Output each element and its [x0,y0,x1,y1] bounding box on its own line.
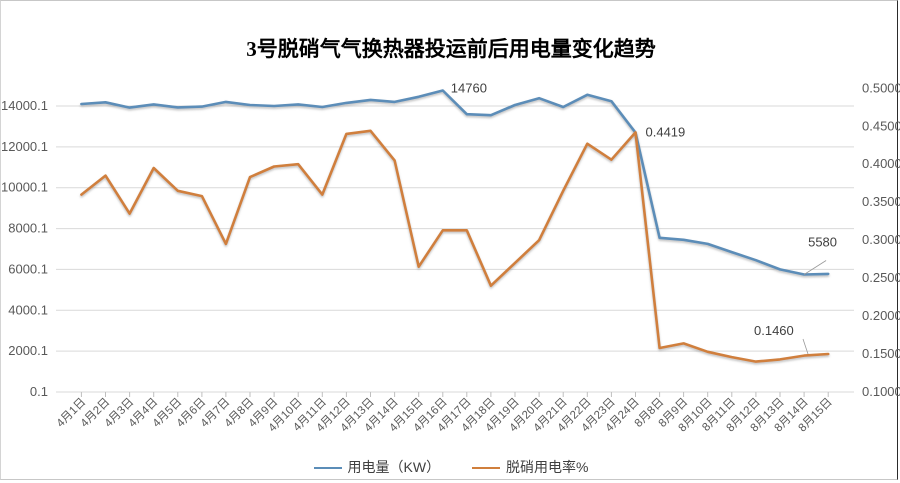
svg-text:14760: 14760 [451,81,487,96]
svg-text:0.1460: 0.1460 [754,323,794,338]
svg-text:2000.1: 2000.1 [8,343,48,358]
svg-text:0.3000: 0.3000 [862,232,900,247]
svg-text:10000.1: 10000.1 [1,180,48,195]
svg-text:0.1500: 0.1500 [862,346,900,361]
svg-text:8000.1: 8000.1 [8,221,48,236]
svg-text:0.2500: 0.2500 [862,270,900,285]
svg-text:0.3500: 0.3500 [862,194,900,209]
svg-text:0.2000: 0.2000 [862,308,900,323]
svg-text:12000.1: 12000.1 [1,139,48,154]
svg-text:0.1: 0.1 [30,384,48,399]
svg-text:0.5000: 0.5000 [862,80,900,95]
svg-text:6000.1: 6000.1 [8,261,48,276]
svg-text:0.4419: 0.4419 [646,124,686,139]
svg-text:0.4500: 0.4500 [862,118,900,133]
svg-text:4000.1: 4000.1 [8,302,48,317]
svg-text:0.1000: 0.1000 [862,384,900,399]
svg-text:14000.1: 14000.1 [1,98,48,113]
svg-text:5580: 5580 [808,235,837,250]
svg-text:0.4000: 0.4000 [862,156,900,171]
